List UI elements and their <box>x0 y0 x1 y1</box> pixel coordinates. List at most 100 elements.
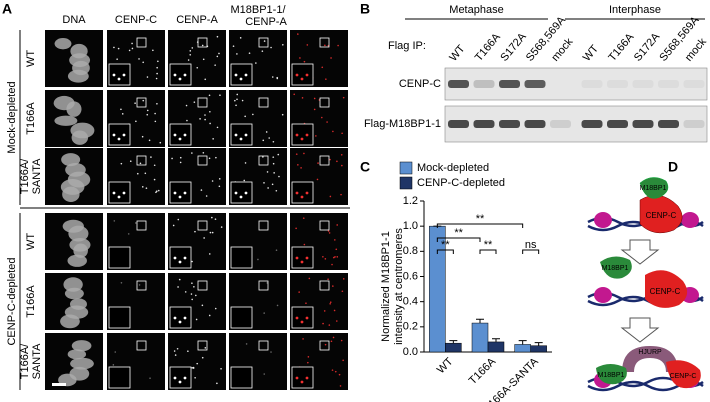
inset-focus <box>178 195 182 199</box>
focus <box>193 101 196 103</box>
focus <box>333 239 336 241</box>
focus <box>208 157 211 160</box>
chromatin <box>63 277 83 292</box>
focus <box>321 116 323 119</box>
focus <box>131 47 134 50</box>
blot-label: CENP-C <box>399 78 441 90</box>
focus <box>202 58 205 61</box>
roi-box <box>136 280 147 291</box>
focus <box>327 230 330 232</box>
band <box>607 80 628 88</box>
focus <box>155 77 158 80</box>
focus <box>326 121 328 123</box>
focus <box>338 373 341 376</box>
chromatin <box>71 130 89 145</box>
row-label: T166A/ <box>19 158 31 194</box>
focus <box>232 45 235 47</box>
focus <box>261 50 264 52</box>
focus <box>329 302 331 305</box>
focus <box>174 354 177 356</box>
m18bp1 <box>639 177 669 199</box>
inset-focus <box>183 73 187 77</box>
error-bar <box>518 340 527 345</box>
focus <box>141 186 144 188</box>
inset <box>230 63 253 86</box>
focus <box>129 160 132 162</box>
focus <box>236 93 239 96</box>
protein-label: M18BP1 <box>602 265 629 272</box>
row-label: T166A/ <box>19 343 31 379</box>
focus <box>153 164 156 167</box>
focus <box>116 58 118 60</box>
focus <box>148 139 151 142</box>
inset-focus <box>300 320 304 324</box>
column-header: CENP-A <box>245 16 287 28</box>
focus <box>332 256 335 259</box>
inset-focus <box>122 133 126 137</box>
focus <box>282 43 284 46</box>
lane-label: WT <box>581 43 601 64</box>
focus <box>176 347 179 350</box>
inset-focus <box>295 256 299 260</box>
inset-focus <box>305 191 309 195</box>
focus <box>263 373 266 375</box>
chromatin <box>62 186 80 202</box>
inset <box>230 246 253 269</box>
protein-label: CENP-C <box>646 211 677 220</box>
inset <box>169 246 192 269</box>
focus <box>324 258 327 260</box>
inset <box>169 123 192 146</box>
y-tick-label: 0.4 <box>403 296 418 308</box>
inset-focus <box>173 376 177 380</box>
focus <box>138 284 141 286</box>
inset <box>291 246 314 269</box>
focus <box>273 172 275 174</box>
focus <box>340 153 343 156</box>
roi-box <box>136 340 147 351</box>
scale-bar <box>52 383 66 386</box>
roi-box <box>136 37 147 48</box>
focus <box>263 40 266 42</box>
inset-focus <box>183 316 187 320</box>
inset-focus <box>112 73 116 77</box>
inset-focus <box>300 137 304 141</box>
band <box>448 120 469 128</box>
inset <box>169 181 192 204</box>
focus <box>157 60 159 63</box>
significance-bracket <box>436 249 454 254</box>
focus <box>220 367 222 370</box>
inset-focus <box>112 191 116 195</box>
focus <box>331 369 334 371</box>
condition-label: Metaphase <box>449 4 503 16</box>
focus <box>187 350 189 353</box>
y-tick-label: 0.8 <box>403 245 418 257</box>
y-tick-label: 1.2 <box>403 195 418 207</box>
roi-box <box>197 340 208 351</box>
inset-focus <box>300 195 304 199</box>
focus <box>271 76 274 78</box>
focus <box>235 104 237 107</box>
focus <box>245 343 248 345</box>
focus <box>307 356 310 358</box>
focus <box>328 324 331 326</box>
roi-box <box>197 97 208 108</box>
y-tick-label: 1.0 <box>403 220 418 232</box>
inset-focus <box>122 191 126 195</box>
focus <box>219 94 221 97</box>
lane-label: mock <box>683 36 709 64</box>
focus <box>172 224 175 227</box>
inset-focus <box>234 133 238 137</box>
focus <box>331 263 333 266</box>
chromatin <box>60 314 80 329</box>
focus <box>131 42 133 45</box>
column-header: DNA <box>62 14 86 26</box>
inset-focus <box>183 133 187 137</box>
focus <box>121 113 124 115</box>
focus <box>177 218 180 221</box>
focus <box>263 182 265 184</box>
group-label: Mock-depleted <box>6 81 18 153</box>
focus <box>337 44 339 47</box>
focus <box>138 58 140 60</box>
focus <box>195 318 198 321</box>
